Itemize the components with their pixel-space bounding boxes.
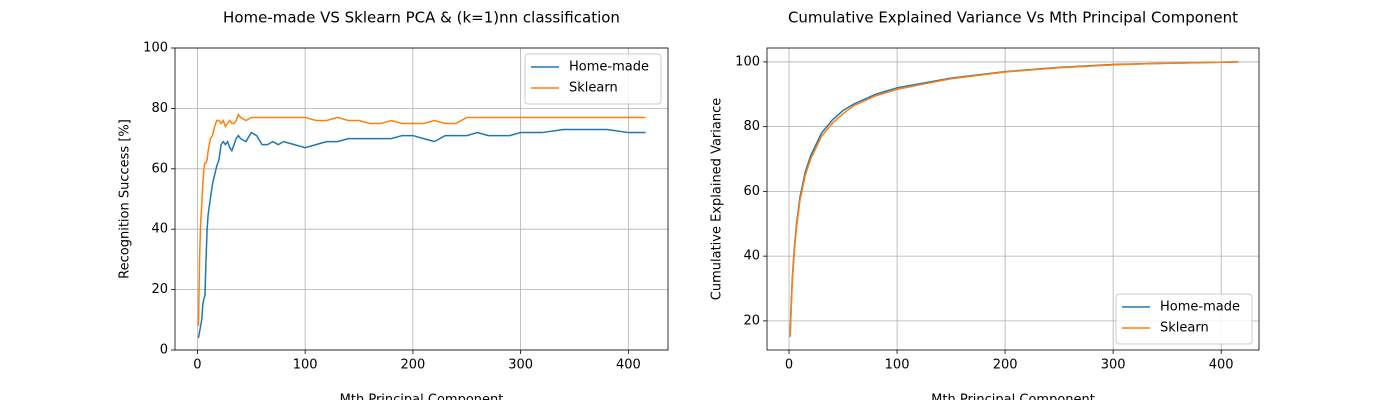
x-tick-label: 100: [293, 358, 318, 373]
x-tick-label: 200: [400, 358, 425, 373]
x-tick-label: 300: [1101, 358, 1126, 373]
data-line: [197, 112, 646, 326]
subplot: 0 100 200 300 400 0 20 40 60 80 100 Home-made VS Sk…: [118, 9, 669, 400]
legend-label: Home-made: [569, 60, 649, 75]
y-tick-label: 100: [735, 54, 760, 69]
y-tick-label: 20: [151, 282, 168, 297]
x-tick-label: 200: [993, 358, 1018, 373]
legend: Home-made Sklearn: [1115, 293, 1253, 345]
y-tick-label: 80: [151, 101, 168, 116]
y-tick-label: 80: [743, 119, 760, 134]
y-tick-label: 40: [151, 222, 168, 237]
x-tick-label: 400: [616, 358, 641, 373]
y-tick-label: 60: [151, 161, 168, 176]
x-axis-label: Mth Principal Component: [931, 393, 1095, 400]
plot-frame: [766, 47, 1260, 351]
legend-label: Sklearn: [1160, 321, 1209, 336]
x-tick-label: 300: [508, 358, 533, 373]
y-tick-label: 20: [743, 313, 760, 328]
legend-label: Sklearn: [569, 81, 618, 96]
legend-label: Home-made: [1160, 300, 1240, 315]
subplot: 0 100 200 300 400 20 40 60 80 100 Cumulative Expla…: [710, 9, 1260, 400]
y-tick-label: 60: [743, 184, 760, 199]
y-axis-label: Recognition Success [%]: [118, 119, 133, 279]
data-line: [197, 128, 646, 339]
x-tick-label: 0: [193, 358, 201, 373]
x-tick-label: 400: [1209, 358, 1234, 373]
chart-title: Cumulative Explained Variance Vs Mth Pri…: [788, 9, 1238, 27]
x-tick-label: 100: [885, 358, 910, 373]
legend: Home-made Sklearn: [524, 53, 662, 105]
data-line: [789, 61, 1239, 338]
y-axis-label: Cumulative Explained Variance: [710, 98, 725, 300]
x-tick-label: 0: [785, 358, 793, 373]
y-tick-label: 40: [743, 249, 760, 264]
x-axis-label: Mth Principal Component: [340, 393, 504, 400]
chart-title: Home-made VS Sklearn PCA & (k=1)nn class…: [223, 9, 620, 27]
y-tick-label: 0: [160, 343, 168, 358]
plot-frame: [174, 47, 669, 351]
y-tick-label: 100: [143, 41, 168, 56]
